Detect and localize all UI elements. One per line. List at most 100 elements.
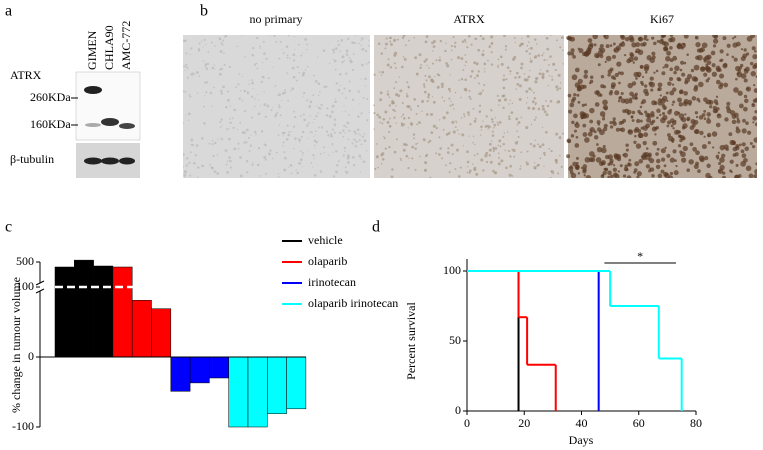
cell <box>432 124 436 128</box>
cell <box>475 62 479 66</box>
cell <box>433 39 435 42</box>
cell <box>707 117 710 120</box>
cell <box>706 163 711 168</box>
cell <box>483 62 487 66</box>
lane-label: GIMEN <box>85 30 99 70</box>
cell <box>632 61 636 64</box>
cell <box>679 90 683 95</box>
cell <box>550 35 552 37</box>
cell <box>408 39 410 42</box>
cell <box>494 117 497 119</box>
cell <box>389 125 392 128</box>
cell <box>543 52 545 54</box>
cell <box>332 151 334 153</box>
cell <box>646 113 652 119</box>
cell <box>717 168 724 174</box>
cell <box>214 141 217 145</box>
cell <box>663 107 667 110</box>
cell <box>279 41 282 43</box>
cell <box>201 40 203 43</box>
cell <box>280 99 283 102</box>
cell <box>735 144 740 149</box>
cell <box>556 102 558 104</box>
cell <box>313 118 316 121</box>
cell <box>678 102 684 107</box>
cell <box>316 56 319 58</box>
cell <box>645 164 651 169</box>
cell <box>348 138 350 140</box>
cell <box>455 148 459 152</box>
cell <box>345 126 348 128</box>
cell <box>279 114 282 117</box>
cell <box>577 86 583 92</box>
cell <box>458 133 460 135</box>
cell <box>346 156 350 160</box>
cell <box>203 121 206 125</box>
cell <box>617 170 620 173</box>
cell <box>597 63 601 67</box>
y-tick-label: 0 <box>28 349 34 363</box>
cell <box>331 144 333 146</box>
cell <box>525 50 528 53</box>
cell <box>712 108 718 114</box>
cell <box>519 168 522 170</box>
cell <box>219 126 221 128</box>
cell <box>243 89 247 93</box>
cell <box>272 66 274 69</box>
cell <box>587 38 593 43</box>
cell <box>359 134 361 136</box>
cell <box>402 113 405 116</box>
cell <box>344 166 347 169</box>
cell <box>577 47 581 51</box>
cell <box>356 128 360 131</box>
cell <box>624 98 630 105</box>
cell <box>558 100 560 103</box>
cell <box>404 44 407 47</box>
cell <box>334 98 337 100</box>
cell <box>698 81 704 88</box>
cell <box>246 92 249 94</box>
cell <box>448 90 452 93</box>
cell <box>752 116 757 121</box>
cell <box>379 91 383 95</box>
cell <box>343 124 346 127</box>
cell <box>543 165 545 167</box>
lane-label: CHLA90 <box>102 25 116 70</box>
cell <box>533 91 535 94</box>
cell <box>325 130 329 133</box>
cell <box>303 91 306 94</box>
cell <box>707 141 711 145</box>
cell <box>223 63 226 66</box>
cell <box>423 90 427 94</box>
cell <box>344 132 346 134</box>
cell <box>741 142 746 147</box>
cell <box>582 164 588 169</box>
cell <box>571 74 578 81</box>
cell <box>483 68 486 70</box>
cell <box>686 53 689 56</box>
cell <box>711 131 718 137</box>
cell <box>351 141 353 144</box>
cell <box>339 50 341 52</box>
cell <box>425 58 428 61</box>
cell <box>236 45 239 48</box>
cell <box>209 91 213 95</box>
cell <box>190 47 193 50</box>
cell <box>278 104 281 107</box>
cell <box>516 140 519 143</box>
panel-label: a <box>5 3 12 20</box>
cell <box>555 161 558 164</box>
cell <box>744 66 750 72</box>
cell <box>341 56 344 58</box>
cell <box>609 44 613 47</box>
cell <box>277 134 280 137</box>
cell <box>393 87 396 90</box>
cell <box>315 141 319 144</box>
cell <box>633 140 637 144</box>
cell <box>482 89 484 92</box>
cell <box>660 157 666 162</box>
cell <box>471 69 474 73</box>
cell <box>265 57 268 60</box>
cell <box>487 59 489 62</box>
cell <box>546 59 548 61</box>
